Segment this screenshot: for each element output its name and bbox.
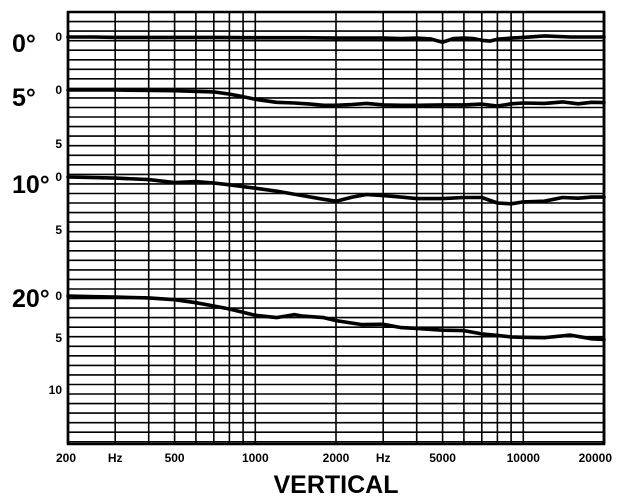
x-tick-label: Hz (376, 451, 391, 465)
angle-label: 5° (12, 84, 36, 112)
chart-title: VERTICAL (274, 471, 399, 498)
x-tick-label: 5000 (429, 451, 456, 465)
angle-label: 0° (12, 30, 36, 58)
response-curves (66, 34, 606, 342)
x-tick-label: 2000 (323, 451, 350, 465)
offset-label: 0 (55, 30, 62, 44)
x-tick-label: Hz (108, 451, 123, 465)
angle-label: 20° (12, 285, 50, 313)
angle-label: 10° (12, 171, 50, 199)
response-curve (66, 294, 606, 342)
chart-grid (66, 10, 606, 446)
x-tick-label: 10000 (507, 451, 541, 465)
offset-label: 0 (55, 289, 62, 303)
offset-label: 0 (55, 170, 62, 184)
response-curve (66, 34, 606, 45)
x-tick-label: 200 (56, 451, 76, 465)
x-tick-label: 500 (165, 451, 185, 465)
x-tick-label: 1000 (242, 451, 269, 465)
offset-label: 5 (55, 137, 62, 151)
x-tick-label: 20000 (579, 451, 613, 465)
plot-frame (66, 10, 606, 446)
offset-label: 5 (55, 223, 62, 237)
response-curve (66, 175, 606, 206)
offset-label: 10 (49, 383, 63, 397)
offset-label: 0 (55, 83, 62, 97)
offset-label: 5 (55, 331, 62, 345)
chart-labels: 0° 0 5° 0 5 10° 0 5 20° 0 5 10 200 Hz 500 1000 2000 Hz 500… (12, 30, 612, 465)
response-curve (66, 88, 606, 108)
